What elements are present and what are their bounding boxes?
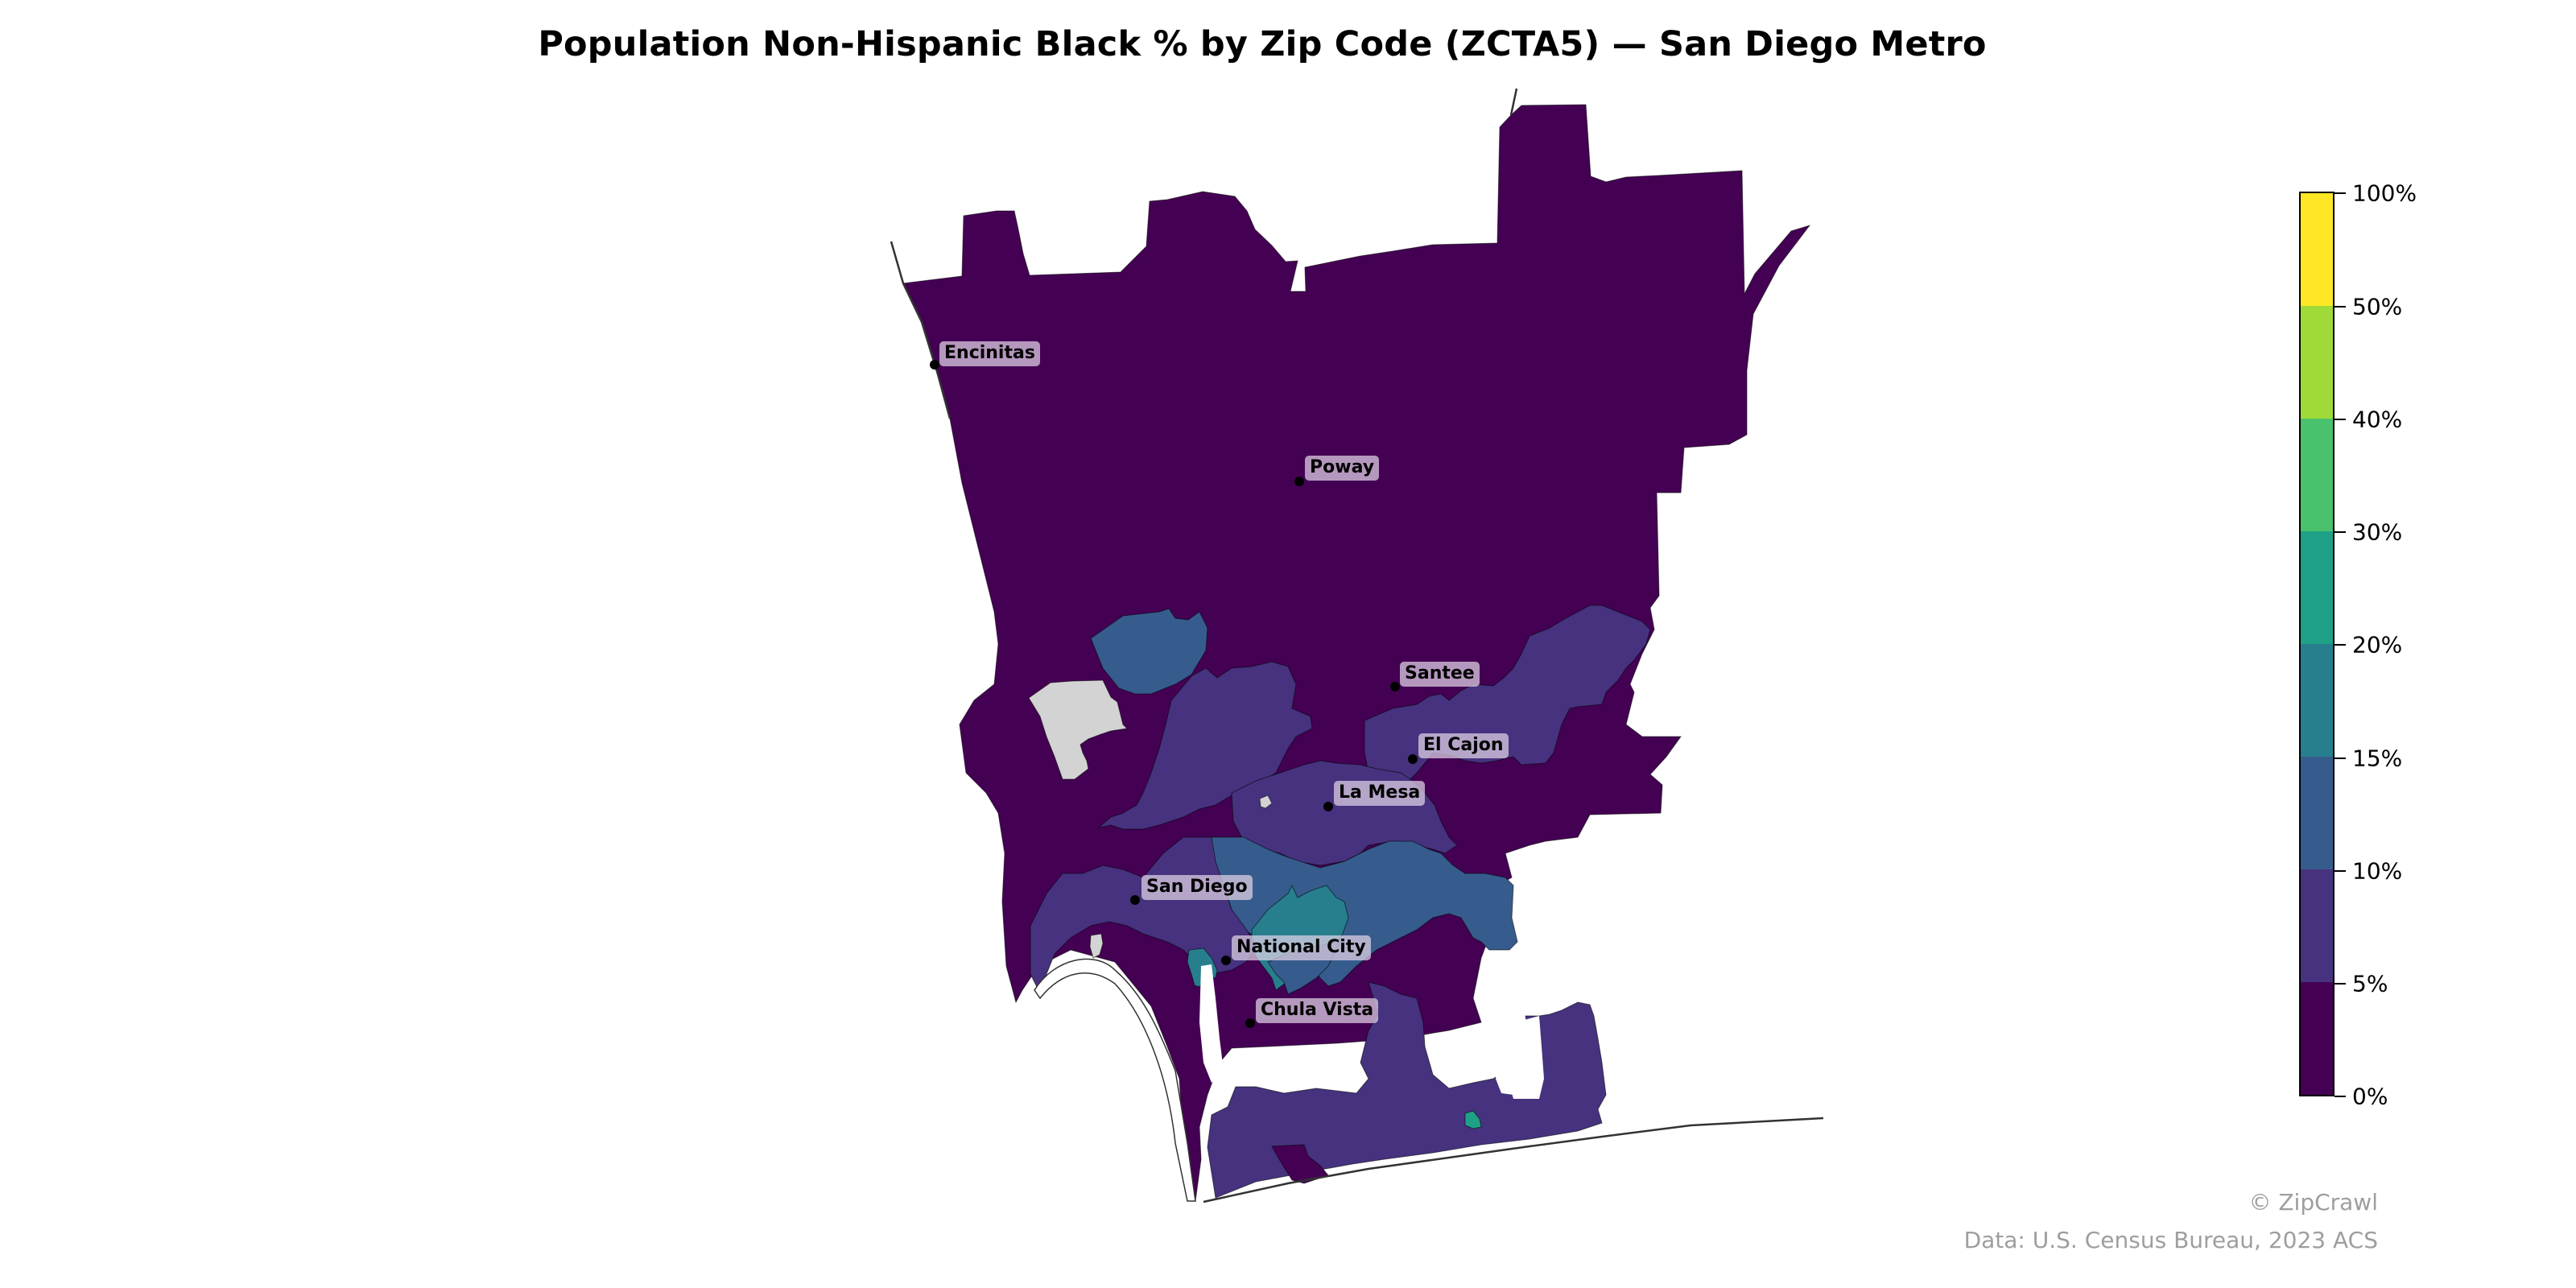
colorbar-bin-5	[2301, 419, 2333, 531]
colorbar-tick	[2334, 1096, 2346, 1097]
city-label-poway: Poway	[1305, 456, 1380, 481]
colorbar-tick	[2334, 870, 2346, 872]
colorbar-bin-6	[2301, 306, 2333, 419]
colorbar-label-40: 40%	[2352, 406, 2403, 433]
colorbar-label-50: 50%	[2352, 293, 2403, 320]
colorbar	[2299, 192, 2334, 1096]
colorbar-tick	[2334, 419, 2346, 420]
colorbar-bin-2	[2301, 757, 2333, 869]
city-label-encinitas: Encinitas	[939, 341, 1040, 366]
region-no-data	[1028, 679, 1129, 780]
copyright-credit: © ZipCrawl	[2248, 1189, 2378, 1216]
coastline-north	[890, 241, 952, 419]
colorbar-bin-4	[2301, 531, 2333, 644]
region-no-data-small	[1089, 933, 1104, 959]
colorbar-label-30: 30%	[2352, 518, 2403, 546]
zip-regions	[902, 104, 1811, 1202]
city-dot-la-mesa	[1323, 802, 1333, 811]
city-dot-poway	[1294, 477, 1304, 486]
region-no-data-balboa	[1259, 795, 1273, 809]
colorbar-label-10: 10%	[2352, 857, 2403, 885]
colorbar-tick	[2334, 531, 2346, 533]
colorbar-label-5: 5%	[2352, 970, 2388, 997]
colorbar-bin-7	[2301, 193, 2333, 306]
colorbar-tick	[2334, 758, 2346, 759]
city-label-san-diego: San Diego	[1141, 875, 1253, 900]
region-0-5	[902, 104, 1811, 1202]
colorbar-label-100: 100%	[2352, 180, 2417, 207]
city-label-el-cajon: El Cajon	[1418, 733, 1509, 758]
colorbar-tick	[2334, 306, 2346, 308]
colorbar-label-0: 0%	[2352, 1083, 2388, 1110]
bay-inlets	[1199, 964, 1544, 1099]
northeast-spur	[1509, 88, 1518, 116]
boundary-lines	[890, 88, 1824, 1203]
city-label-chula-vista: Chula Vista	[1256, 998, 1379, 1023]
city-label-national-city: National City	[1232, 935, 1371, 960]
colorbar-tick	[2334, 983, 2346, 985]
city-dot-el-cajon	[1408, 754, 1418, 764]
us-mexico-border	[1203, 1117, 1824, 1203]
city-label-la-mesa: La Mesa	[1334, 781, 1426, 806]
colorbar-bin-3	[2301, 644, 2333, 757]
san-diego-bay	[1034, 958, 1196, 1202]
colorbar-tick	[2334, 644, 2346, 646]
city-dot-chula-vista	[1245, 1018, 1255, 1028]
colorbar-label-20: 20%	[2352, 631, 2403, 658]
colorbar-bin-0	[2301, 982, 2333, 1095]
city-dot-san-diego	[1130, 895, 1140, 905]
city-dot-encinitas	[930, 360, 939, 369]
colorbar-bin-1	[2301, 869, 2333, 982]
water-cutouts	[1034, 958, 1196, 1202]
colorbar-label-15: 15%	[2352, 745, 2403, 772]
region-5-10-otay	[1207, 981, 1607, 1199]
city-dot-national-city	[1221, 956, 1231, 965]
data-source-credit: Data: U.S. Census Bureau, 2023 ACS	[1963, 1227, 2378, 1253]
city-label-santee: Santee	[1400, 662, 1480, 687]
region-20-30-enclave	[1464, 1110, 1482, 1129]
colorbar-tick	[2334, 192, 2346, 194]
chart-title: Population Non-Hispanic Black % by Zip C…	[538, 24, 1987, 64]
region-10-15-miramesa	[1090, 608, 1208, 695]
city-dot-santee	[1390, 682, 1400, 691]
